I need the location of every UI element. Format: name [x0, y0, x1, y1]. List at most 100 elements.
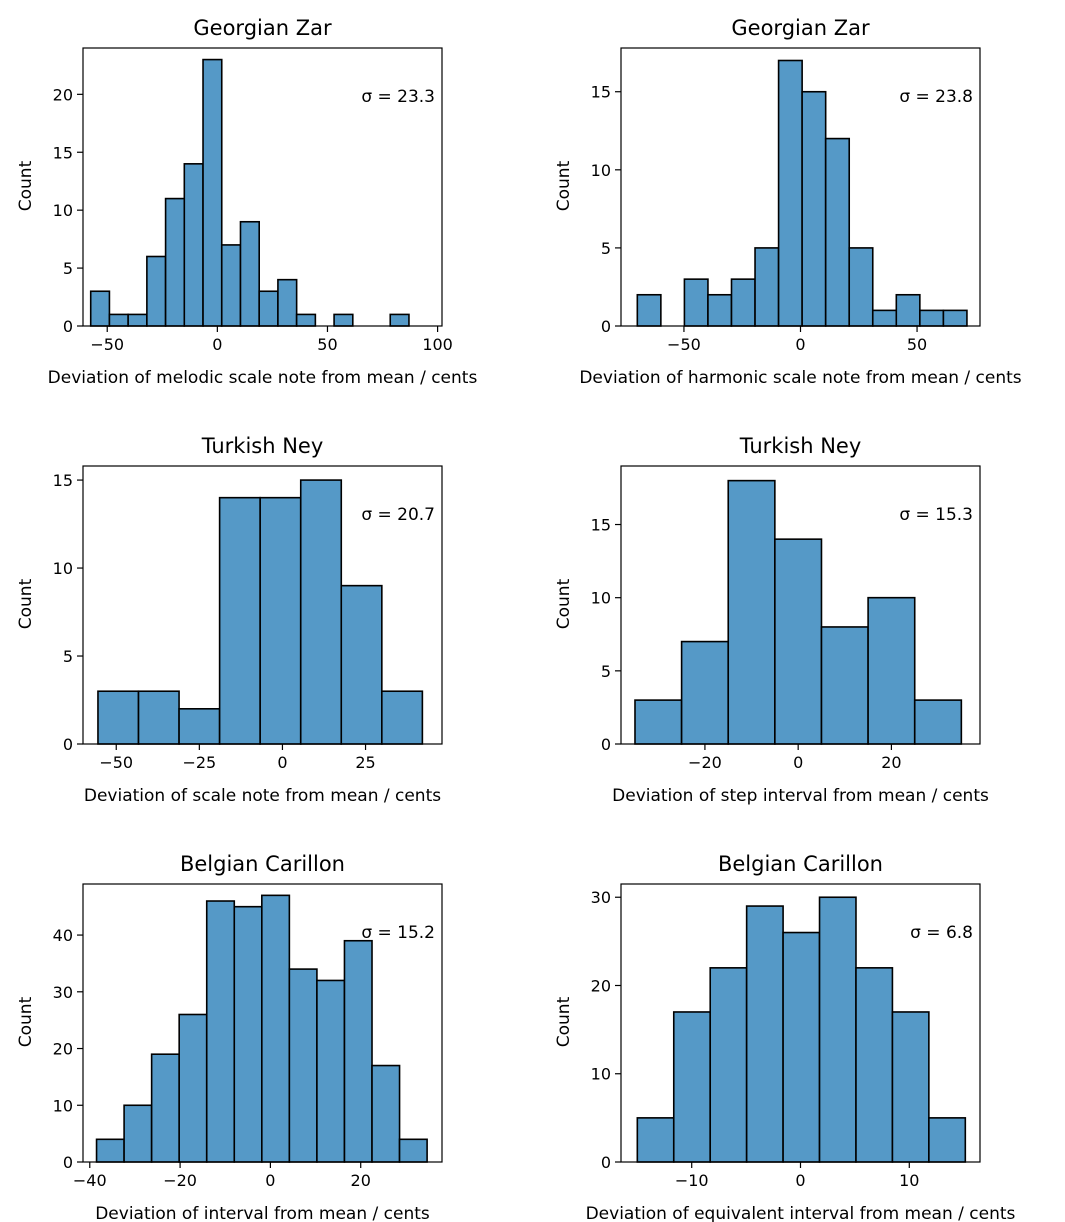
y-tick-label: 5: [63, 647, 73, 666]
histogram-bar: [340, 584, 383, 745]
histogram-bar: [398, 1138, 428, 1163]
histogram-bar: [333, 313, 354, 327]
x-tick-label: −50: [667, 335, 701, 354]
histogram-bar: [205, 900, 236, 1163]
histogram-bar: [891, 1011, 930, 1163]
histogram-bar: [680, 640, 730, 745]
y-tick-label: 0: [63, 1153, 73, 1172]
histogram-bar: [636, 1117, 675, 1163]
histogram-bar: [818, 896, 857, 1163]
x-axis-label: Deviation of equivalent interval from me…: [586, 1204, 1016, 1222]
x-tick-label: 0: [265, 1171, 275, 1190]
histogram-bar: [316, 979, 346, 1163]
histogram-bar: [855, 967, 894, 1163]
sigma-annotation: σ = 15.2: [361, 923, 435, 943]
histogram-bar: [239, 220, 260, 327]
y-tick-label: 15: [591, 83, 611, 102]
x-axis-label: Deviation of melodic scale note from mea…: [48, 368, 478, 388]
histogram-bar: [636, 293, 662, 327]
histogram-bar: [299, 479, 343, 745]
histogram-bar: [261, 894, 291, 1163]
y-tick-label: 0: [601, 317, 611, 336]
histogram-bar: [202, 58, 223, 327]
histogram-bar: [164, 197, 186, 327]
sigma-annotation: σ = 23.8: [899, 87, 973, 107]
y-tick-label: 0: [63, 317, 73, 336]
histogram-bar: [867, 596, 916, 745]
panel-turkish-ney-step: Turkish Ney Deviation of step interval f…: [554, 434, 989, 806]
y-tick-label: 30: [591, 888, 611, 907]
y-tick-label: 15: [53, 143, 73, 162]
x-axis-label: Deviation of interval from mean / cents: [95, 1204, 430, 1222]
y-axis-label: Count: [554, 160, 574, 211]
y-tick-label: 5: [601, 239, 611, 258]
x-tick-label: 0: [795, 1171, 805, 1190]
x-tick-label: 50: [317, 335, 337, 354]
histogram-bars: [636, 59, 968, 327]
y-tick-label: 10: [53, 559, 73, 578]
panel-belgian-carillon-interval: Belgian Carillon Deviation of interval f…: [16, 852, 443, 1222]
x-tick-label: −50: [90, 335, 124, 354]
y-tick-label: 15: [53, 471, 73, 490]
histogram-bar: [258, 290, 279, 327]
y-tick-label: 15: [591, 516, 611, 535]
histogram-bar: [97, 690, 140, 745]
histogram-bar: [871, 309, 898, 327]
axes-frame: [82, 883, 443, 1163]
histogram-bar: [277, 278, 298, 327]
histogram-bar: [634, 699, 683, 745]
y-tick-label: 30: [53, 983, 73, 1002]
y-tick-label: 20: [53, 85, 73, 104]
panel-georgian-zar-harmonic: Georgian Zar Deviation of harmonic scale…: [554, 16, 1022, 388]
histogram-bar: [178, 1013, 208, 1163]
histogram-bar: [95, 1138, 125, 1163]
x-axis-label: Deviation of harmonic scale note from me…: [579, 368, 1021, 388]
histogram-bar: [123, 1104, 153, 1163]
histogram-bar: [127, 313, 148, 327]
histogram-bar: [824, 137, 851, 327]
axes-frame: [620, 465, 981, 745]
histogram-bar: [754, 247, 780, 327]
panel-title: Belgian Carillon: [718, 852, 883, 876]
panel-georgian-zar-melodic: Georgian Zar Deviation of melodic scale …: [16, 16, 477, 388]
sigma-annotation: σ = 20.7: [361, 505, 435, 525]
x-tick-label: 0: [793, 753, 803, 772]
histogram-bar: [381, 690, 424, 745]
panel-title: Belgian Carillon: [180, 852, 345, 876]
histogram-bar: [745, 905, 784, 1163]
histogram-bars: [636, 896, 967, 1163]
x-tick-label: 0: [277, 753, 287, 772]
histogram-bar: [683, 278, 709, 327]
sigma-annotation: σ = 6.8: [910, 923, 973, 943]
x-tick-label: −25: [182, 753, 216, 772]
y-axis-label: Count: [16, 160, 36, 211]
y-tick-label: 0: [601, 1153, 611, 1172]
y-tick-label: 5: [601, 662, 611, 681]
histogram-bar: [146, 255, 167, 327]
histogram-bar: [150, 1053, 180, 1163]
histogram-bar: [178, 708, 221, 745]
histogram-bar: [672, 1011, 712, 1163]
histogram-bar: [730, 278, 756, 327]
panel-title: Turkish Ney: [739, 434, 862, 458]
panel-turkish-ney-scale: Turkish Ney Deviation of scale note from…: [16, 434, 443, 806]
y-tick-label: 10: [591, 161, 611, 180]
histogram-bar: [913, 699, 963, 745]
histogram-bar: [709, 967, 748, 1163]
histogram-bar: [295, 313, 317, 327]
sigma-annotation: σ = 15.3: [899, 505, 973, 525]
y-tick-label: 0: [601, 735, 611, 754]
panel-title: Georgian Zar: [193, 16, 332, 40]
x-tick-label: 10: [899, 1171, 919, 1190]
panel-belgian-carillon-equivalent: Belgian Carillon Deviation of equivalent…: [554, 852, 1016, 1222]
x-axis-label: Deviation of step interval from mean / c…: [612, 786, 989, 806]
histogram-bar: [942, 309, 968, 327]
histogram-bar: [848, 247, 874, 327]
x-tick-label: 0: [795, 335, 805, 354]
x-tick-label: 25: [355, 753, 375, 772]
y-tick-label: 40: [53, 926, 73, 945]
histogram-bar: [343, 939, 373, 1163]
x-tick-label: 50: [907, 335, 927, 354]
histogram-bar: [233, 905, 263, 1163]
histogram-bar: [707, 293, 733, 327]
